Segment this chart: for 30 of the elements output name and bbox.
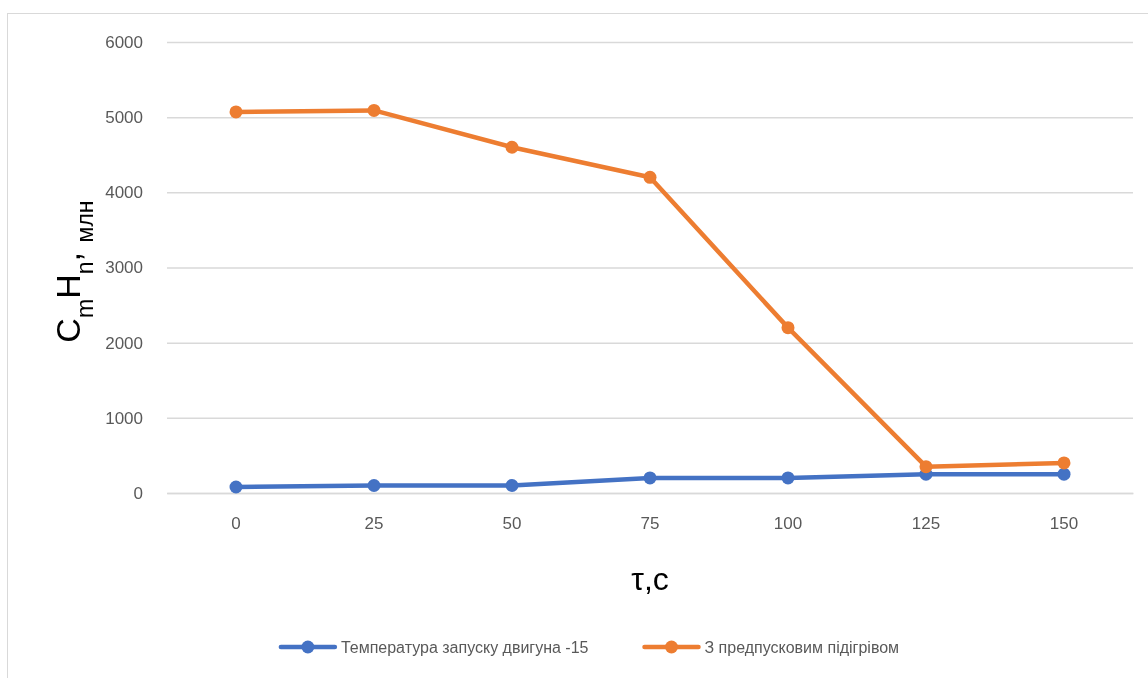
point	[643, 471, 657, 485]
y-tick-label: 1000	[105, 408, 143, 428]
x-tick-label: 100	[773, 514, 803, 534]
x-tick-label: 0	[231, 514, 241, 534]
x-tick-label: 25	[364, 514, 384, 534]
x-tick-label: 50	[502, 514, 522, 534]
y-tick-label: 2000	[105, 333, 143, 353]
point	[781, 321, 795, 335]
point	[229, 105, 243, 119]
legend-label: З предпусковим підігрівом	[704, 638, 900, 656]
point	[1057, 456, 1071, 470]
point	[367, 479, 381, 492]
point	[643, 170, 657, 184]
point	[367, 103, 381, 117]
y-tick-label: 0	[133, 483, 143, 503]
y-tick-label: 3000	[105, 258, 143, 278]
x-axis-title: τ,с	[631, 561, 669, 597]
y-tick-label: 6000	[105, 32, 143, 52]
x-tick-label: 75	[640, 514, 660, 534]
y-tick-label: 5000	[105, 108, 143, 128]
legend-label: Температура запуску двигуна -15	[340, 638, 589, 656]
point	[919, 460, 933, 474]
point	[505, 479, 519, 492]
point	[505, 140, 519, 154]
y-tick-label: 4000	[105, 183, 143, 203]
point	[229, 480, 243, 494]
x-tick-label: 125	[911, 514, 941, 534]
x-tick-label: 150	[1049, 514, 1079, 534]
point	[781, 471, 795, 485]
point	[1057, 467, 1071, 481]
